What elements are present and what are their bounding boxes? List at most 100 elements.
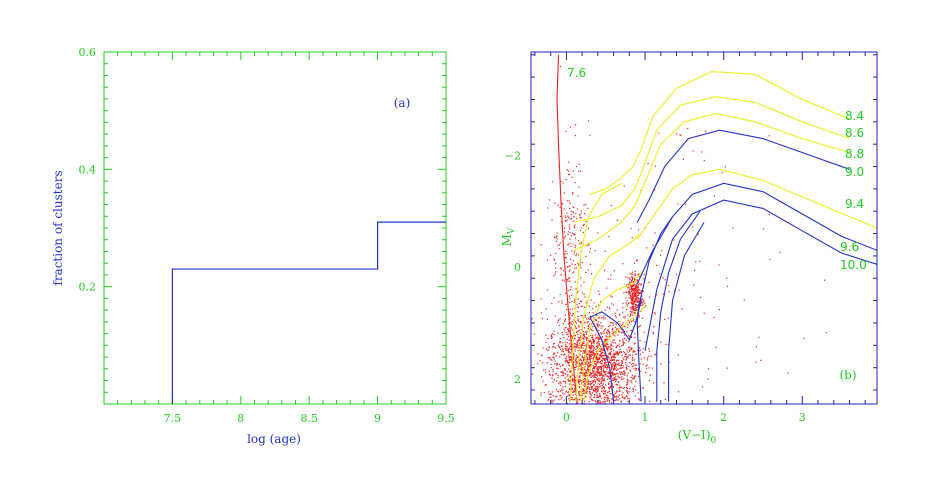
- star-point: [637, 274, 639, 276]
- star-point: [584, 386, 586, 388]
- star-point: [596, 396, 598, 398]
- star-point: [643, 357, 645, 359]
- star-point: [554, 237, 556, 239]
- star-point: [594, 353, 596, 355]
- star-point: [601, 388, 603, 390]
- star-point: [586, 300, 588, 302]
- star-point: [587, 379, 589, 381]
- star-point: [585, 362, 587, 364]
- star-point: [585, 371, 587, 373]
- star-point: [593, 379, 595, 381]
- star-point: [608, 390, 610, 392]
- star-point: [557, 391, 560, 393]
- star-point: [594, 389, 596, 391]
- star-point: [566, 200, 568, 202]
- panel-a-label: (a): [394, 96, 411, 110]
- star-point: [606, 375, 608, 377]
- star-point: [803, 337, 805, 339]
- star-point: [597, 346, 599, 348]
- star-point: [558, 248, 560, 250]
- star-point: [591, 387, 593, 389]
- star-point: [564, 215, 567, 217]
- star-point: [592, 345, 594, 347]
- star-point: [569, 346, 572, 348]
- star-point: [610, 344, 612, 346]
- star-point: [571, 263, 573, 265]
- star-point: [637, 392, 639, 394]
- star-point: [621, 351, 623, 354]
- star-point: [594, 362, 596, 365]
- star-point: [557, 352, 559, 354]
- star-point: [625, 359, 627, 361]
- star-point: [607, 329, 609, 331]
- star-point: [566, 309, 568, 311]
- star-point: [553, 259, 555, 261]
- star-point: [586, 356, 588, 358]
- star-point: [603, 358, 606, 360]
- star-point: [512, 296, 513, 297]
- star-point: [601, 370, 603, 372]
- star-point: [574, 181, 576, 184]
- star-point: [580, 411, 581, 412]
- star-point: [609, 352, 611, 354]
- star-point: [628, 380, 630, 382]
- star-point: [626, 303, 628, 305]
- star-point: [608, 371, 611, 373]
- star-point: [558, 301, 560, 303]
- star-point: [595, 401, 597, 403]
- star-point: [531, 318, 533, 320]
- star-point: [593, 343, 595, 345]
- star-point: [573, 345, 575, 347]
- star-point: [629, 361, 631, 364]
- star-point: [575, 255, 577, 257]
- star-point: [609, 352, 612, 354]
- star-point: [572, 260, 574, 262]
- star-point: [617, 377, 619, 379]
- star-point: [601, 381, 603, 383]
- star-point: [597, 389, 599, 391]
- star-point: [553, 330, 555, 332]
- star-point: [573, 334, 576, 336]
- star-point: [632, 288, 634, 290]
- star-point: [556, 321, 558, 323]
- star-point: [586, 374, 588, 376]
- star-point: [650, 355, 652, 357]
- star-point: [586, 357, 588, 359]
- star-point: [692, 226, 694, 228]
- star-point: [598, 290, 600, 292]
- star-point: [622, 316, 625, 318]
- star-point: [580, 365, 582, 367]
- star-point: [565, 303, 567, 305]
- star-point: [701, 151, 703, 153]
- star-point: [610, 361, 612, 363]
- star-point: [573, 301, 576, 303]
- star-point: [596, 374, 598, 376]
- star-point: [621, 397, 623, 399]
- star-point: [587, 321, 589, 323]
- star-point: [549, 375, 551, 377]
- star-point: [574, 325, 577, 327]
- star-point: [581, 355, 583, 357]
- star-point: [599, 345, 601, 347]
- star-point: [662, 277, 664, 279]
- star-point: [633, 307, 635, 309]
- star-point: [569, 308, 571, 311]
- star-point: [592, 338, 594, 341]
- star-point: [600, 397, 602, 399]
- star-point: [631, 287, 633, 289]
- star-point: [634, 364, 636, 366]
- star-point: [600, 367, 602, 369]
- star-point: [588, 305, 590, 307]
- star-point: [556, 235, 558, 237]
- star-point: [592, 358, 594, 360]
- star-point: [612, 367, 614, 369]
- star-point: [632, 277, 634, 279]
- star-point: [580, 285, 582, 287]
- star-point: [624, 396, 626, 399]
- star-point: [590, 354, 592, 356]
- star-point: [558, 382, 560, 384]
- star-point: [656, 417, 657, 418]
- star-point: [546, 318, 548, 321]
- star-point: [621, 354, 623, 357]
- star-point: [582, 381, 584, 383]
